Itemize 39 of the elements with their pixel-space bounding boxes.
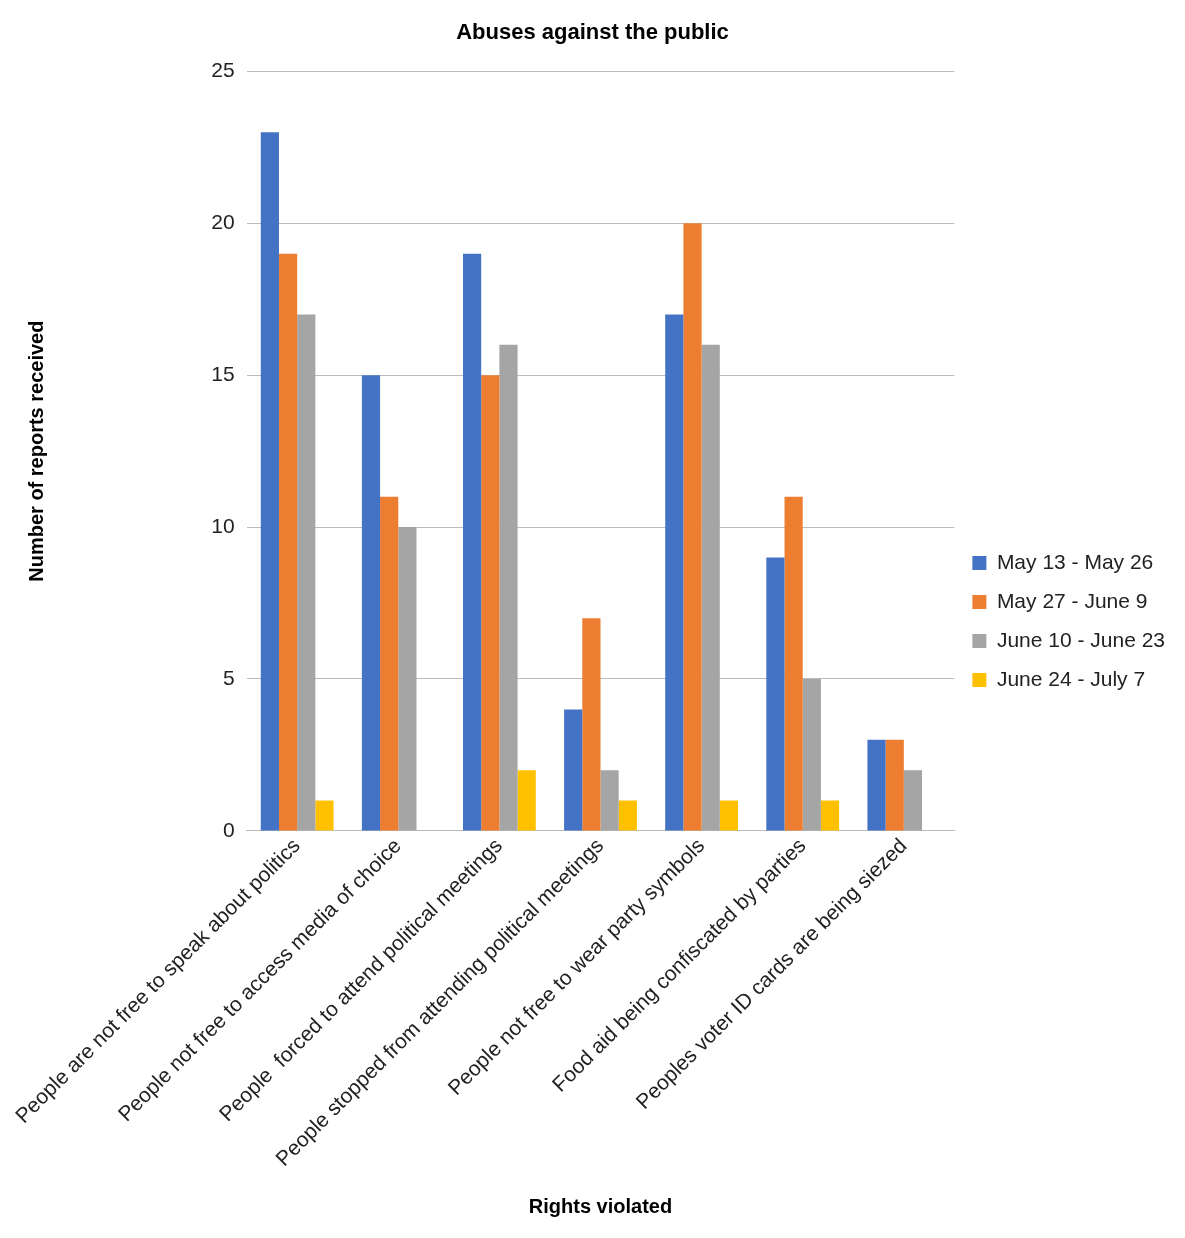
bar (361, 375, 381, 831)
bar (719, 800, 739, 831)
bar (380, 496, 399, 831)
bar (867, 739, 886, 831)
chart-title: Abuses against the public (456, 19, 729, 45)
bar (297, 314, 316, 831)
y-tick-label: 15 (211, 362, 235, 385)
y-tick-label: 0 (222, 817, 235, 841)
y-tick-label: 10 (211, 513, 235, 537)
bar (278, 253, 298, 831)
bar (903, 770, 923, 831)
bar (665, 314, 684, 831)
bar (683, 223, 702, 831)
bar (885, 739, 904, 831)
bar (766, 557, 785, 831)
y-tick-label: 20 (211, 210, 235, 234)
bar (802, 679, 821, 831)
y-tick-label: 25 (211, 58, 235, 82)
bar (564, 709, 583, 831)
bar (784, 496, 803, 831)
bar (462, 253, 482, 831)
bar (701, 344, 720, 831)
bar (398, 527, 417, 831)
bar (315, 800, 334, 831)
y-axis-title: Number of reports received (24, 320, 47, 582)
legend-label: June 24 - July 7 (996, 666, 1146, 690)
x-axis-title: Rights violated (528, 1194, 673, 1217)
bar (820, 800, 840, 831)
legend-label: May 13 - May 26 (996, 549, 1154, 573)
bar (582, 618, 601, 831)
bar (260, 132, 279, 831)
legend-label: June 10 - June 23 (996, 627, 1165, 651)
bar (481, 375, 500, 831)
bar (618, 800, 637, 831)
legend-label: May 27 - June 9 (996, 588, 1148, 612)
bar (600, 770, 619, 831)
bar (499, 344, 518, 831)
bar (517, 770, 536, 831)
y-tick-label: 5 (222, 665, 235, 689)
